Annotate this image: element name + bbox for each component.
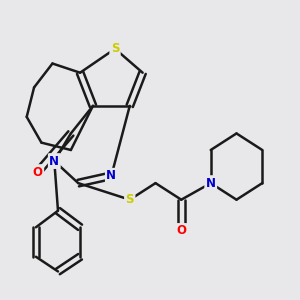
Text: S: S — [111, 42, 119, 55]
Text: N: N — [106, 169, 116, 182]
Text: N: N — [206, 177, 216, 190]
Text: S: S — [125, 193, 134, 206]
Text: O: O — [33, 166, 43, 178]
Text: O: O — [176, 224, 186, 238]
Text: N: N — [49, 154, 59, 167]
